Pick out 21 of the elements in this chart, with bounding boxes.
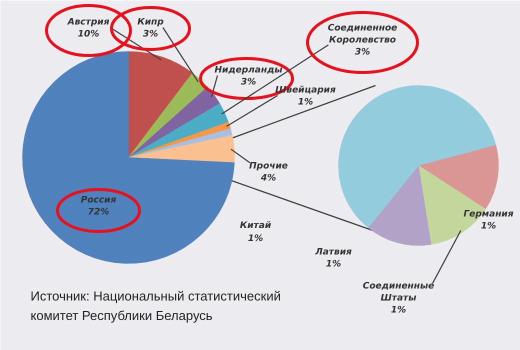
data-label: 3% bbox=[142, 30, 158, 40]
data-label: 4% bbox=[260, 174, 276, 184]
slice-label: Соединенное Королевство bbox=[328, 24, 398, 46]
text: Источник: Национальный статистический комитет Республики Беларусь bbox=[30, 288, 281, 323]
data-label: 3% bbox=[354, 48, 370, 58]
data-label: 1% bbox=[390, 306, 406, 316]
data-label: 1% bbox=[480, 222, 496, 232]
data-label: 3% bbox=[240, 78, 256, 88]
slice-label: Кипр bbox=[137, 18, 164, 28]
text: Китай 1% bbox=[240, 221, 272, 244]
slice-label: Соединенные Штаты bbox=[362, 282, 434, 304]
slice-label: Россия bbox=[80, 196, 116, 206]
data-label: 10% bbox=[78, 30, 100, 40]
slice-label: Латвия bbox=[314, 248, 352, 258]
data-label: 72% bbox=[88, 208, 110, 218]
slice-label: Австрия bbox=[66, 18, 110, 28]
data-label: 1% bbox=[298, 98, 314, 108]
slice-label: Германия bbox=[463, 210, 514, 220]
data-label: 1% bbox=[326, 260, 342, 270]
slice-label: Прочие bbox=[249, 162, 288, 172]
slice-label: Нидерланды bbox=[214, 66, 282, 76]
